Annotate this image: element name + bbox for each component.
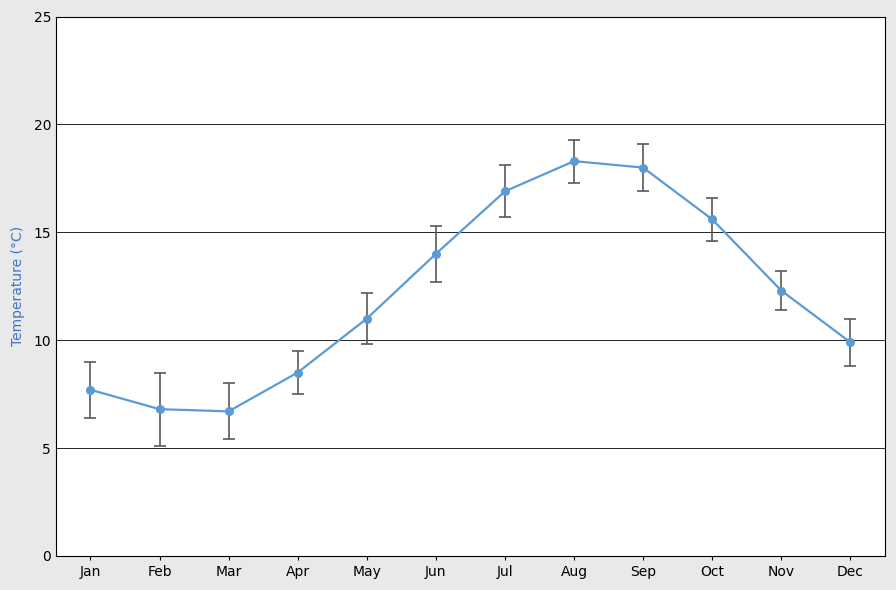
Y-axis label: Temperature (°C): Temperature (°C) — [11, 226, 25, 346]
